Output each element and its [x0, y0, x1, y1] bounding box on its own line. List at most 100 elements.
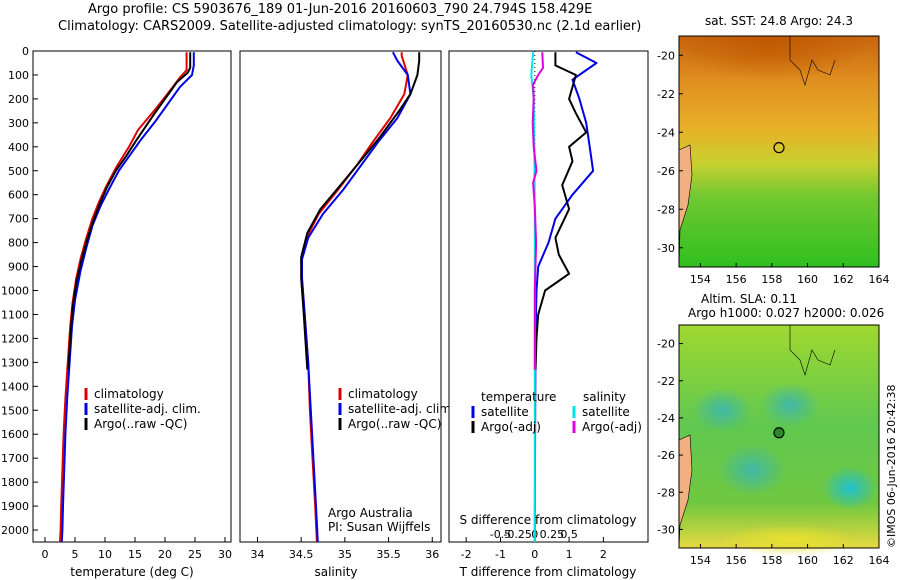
x-tick-label: 34.5 [289, 548, 314, 561]
temperature-plot-frame [32, 50, 232, 543]
depth-tick-label: 1100 [1, 308, 29, 321]
t-difference-label: T difference from climatology [459, 565, 637, 579]
legend-title-temperature: temperature [481, 390, 556, 404]
sla-map-panel: Altim. SLA: 0.11 Argo h1000: 0.027 h2000… [657, 292, 889, 567]
depth-tick-label: 1200 [1, 332, 29, 345]
credit-line2: PI: Susan Wijffels [328, 520, 430, 534]
map-y-tick-label: -28 [657, 486, 675, 499]
x-tick-label: 36 [425, 548, 439, 561]
temperature-series [59, 52, 195, 543]
sst-float-marker [773, 142, 785, 154]
top-tick-label: 0.25 [540, 528, 565, 541]
x-tick-label: 0 [42, 548, 49, 561]
depth-tick-label: 600 [8, 189, 29, 202]
salinity-panel: 34 34.5 35 35.5 36 climatologysatellite-adj.… [239, 50, 455, 579]
sla-map-axes: 154 156 158 160 162 164 -20 -22 -24 -26 -28 -30 [657, 338, 889, 567]
map-x-tick-label: 158 [761, 273, 782, 286]
legend-entry: Argo(-adj) [481, 420, 541, 434]
sla-map-frame [678, 324, 880, 549]
sla-float-marker [773, 427, 785, 439]
depth-tick-label: 500 [8, 165, 29, 178]
depth-tick-label: 1500 [1, 404, 29, 417]
map-y-tick-label: -22 [657, 88, 675, 101]
salinity-plot-frame [239, 50, 442, 543]
depth-tick-label: 100 [8, 69, 29, 82]
depth-tick-label: 1700 [1, 452, 29, 465]
legend-entry: climatology [348, 387, 418, 401]
sla-blob-south [718, 444, 786, 496]
sla-map-title-line1: Altim. SLA: 0.11 [701, 292, 797, 306]
x-tick-label: 0 [531, 548, 538, 561]
map-x-tick-label: 158 [761, 554, 782, 567]
map-y-tick-label: -26 [657, 165, 675, 178]
depth-tick-label: 200 [8, 93, 29, 106]
x-tick-label: 35.5 [376, 548, 401, 561]
depth-tick-label: 1400 [1, 380, 29, 393]
map-y-tick-label: -26 [657, 449, 675, 462]
depth-tick-label: 1300 [1, 356, 29, 369]
depth-tick-label: 1600 [1, 428, 29, 441]
legend-entry: satellite [481, 405, 529, 419]
difference-plot-frame [448, 50, 649, 543]
sst-map-axes: 154 156 158 160 162 164 -20 -22 -24 -26 -28 -30 [657, 49, 889, 286]
x-tick-label: 15 [128, 548, 142, 561]
map-y-tick-label: -24 [657, 126, 675, 139]
difference-panel: -2 -1 0 1 2 -0.5-0.25 0 0.250.5 temperature sal… [448, 50, 649, 579]
figure-title-line2: Climatology: CARS2009. Satellite-adjuste… [58, 19, 642, 34]
x-tick-label: 10 [98, 548, 112, 561]
map-y-tick-label: -20 [657, 49, 675, 62]
x-tick-label: 5 [72, 548, 79, 561]
series-line [300, 52, 421, 370]
map-x-tick-label: 154 [690, 554, 711, 567]
s-difference-label: S difference from climatology [460, 513, 637, 527]
sst-map-frame [678, 35, 880, 268]
series-line [531, 52, 544, 370]
x-tick-label: 20 [158, 548, 172, 561]
map-y-tick-label: -30 [657, 242, 675, 255]
sla-blob-east [822, 466, 878, 510]
map-y-tick-label: -22 [657, 375, 675, 388]
map-x-tick-label: 160 [797, 273, 818, 286]
temperature-xlabel: temperature (deg C) [70, 565, 193, 579]
x-tick-label: -2 [461, 548, 472, 561]
legend-entry: satellite [582, 405, 630, 419]
top-tick-label: 0.5 [560, 528, 578, 541]
sla-warm-south [720, 524, 860, 556]
difference-legend: temperature salinitysatelliteArgo(-adj)sa… [471, 390, 642, 434]
legend-title-salinity: salinity [583, 390, 626, 404]
map-y-tick-label: -30 [657, 523, 675, 536]
depth-tick-label: 800 [8, 237, 29, 250]
map-y-tick-label: -28 [657, 203, 675, 216]
legend-entry: satellite-adj. clim. [348, 402, 455, 416]
sla-blob-west [692, 388, 752, 432]
sla-reef-contour [789, 325, 836, 377]
credit-line1: Argo Australia [328, 506, 413, 520]
depth-tick-label: 700 [8, 213, 29, 226]
map-x-tick-label: 154 [690, 273, 711, 286]
x-tick-label: 30 [218, 548, 232, 561]
map-x-tick-label: 164 [869, 273, 890, 286]
depth-tick-label: 400 [8, 141, 29, 154]
depth-tick-label: 2000 [1, 524, 29, 537]
depth-tick-label: 1800 [1, 476, 29, 489]
map-x-tick-label: 164 [869, 554, 890, 567]
x-tick-label: 35 [338, 548, 352, 561]
series-line [533, 51, 598, 543]
salinity-axis: 34 34.5 35 35.5 36 [250, 537, 439, 561]
legend-entry: satellite-adj. clim. [94, 402, 201, 416]
map-y-tick-label: -20 [657, 338, 675, 351]
sst-warm-core [679, 36, 879, 116]
x-tick-label: 1 [566, 548, 573, 561]
sst-map-title: sat. SST: 24.8 Argo: 24.3 [705, 14, 853, 28]
x-tick-label: 25 [188, 548, 202, 561]
depth-tick-label: 1000 [1, 285, 29, 298]
salinity-difference-axis: -0.5-0.25 0 0.250.5 [490, 528, 578, 541]
series-line [59, 52, 188, 543]
salinity-series [300, 51, 421, 543]
depth-tick-label: 1900 [1, 500, 29, 513]
x-tick-label: -1 [495, 548, 506, 561]
depth-axis: 0 100 200 300 400 500 600 700 800 900 1000 1100 1200… [1, 45, 38, 537]
